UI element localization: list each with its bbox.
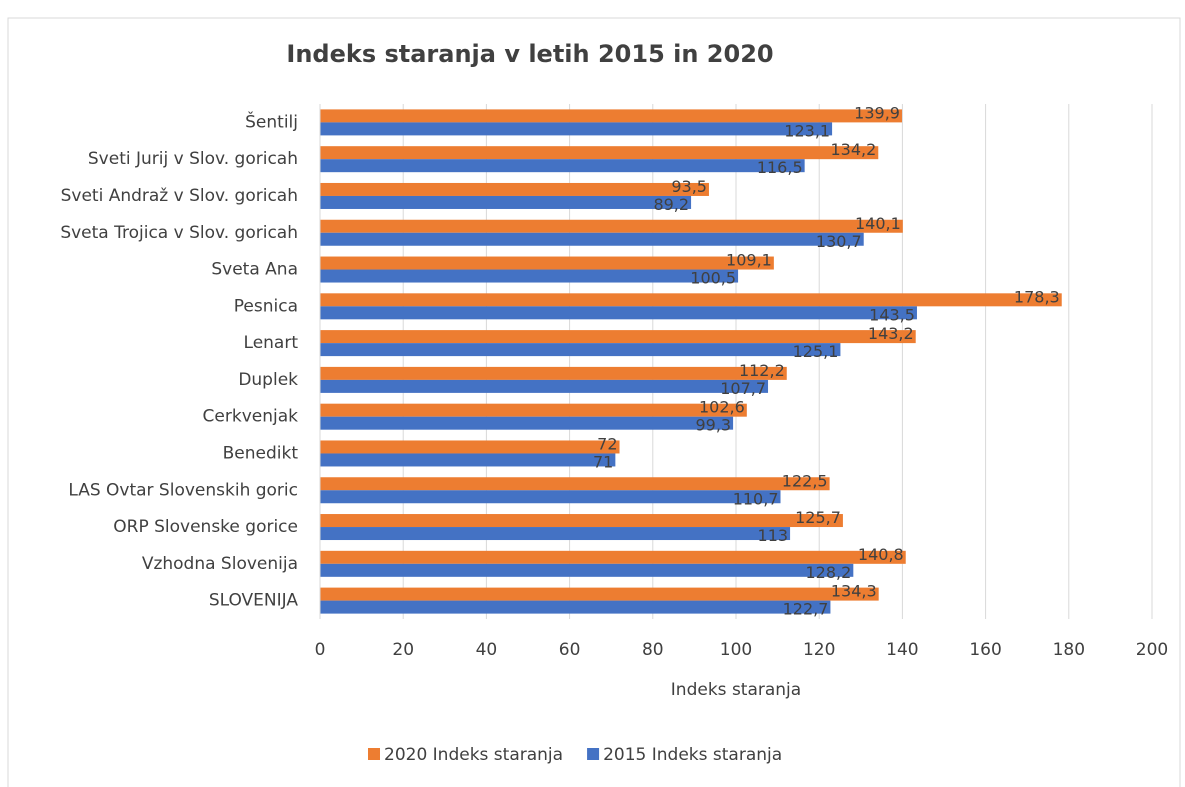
bar xyxy=(320,440,620,454)
x-tick-label: 40 xyxy=(476,640,498,660)
y-tick-label: Benedikt xyxy=(223,443,299,463)
data-label: 113 xyxy=(758,526,789,545)
bar xyxy=(320,269,739,283)
bar xyxy=(320,182,709,196)
y-tick-label: Sveti Andraž v Slov. goricah xyxy=(61,186,298,206)
data-label: 123,1 xyxy=(784,121,830,140)
y-tick-label: Lenart xyxy=(244,333,299,353)
data-label: 134,2 xyxy=(830,140,876,159)
data-label: 93,5 xyxy=(671,177,707,196)
bar xyxy=(320,600,831,614)
data-label: 116,5 xyxy=(757,158,803,177)
bar xyxy=(320,416,734,430)
x-tick-label: 20 xyxy=(392,640,414,660)
data-label: 143,5 xyxy=(869,305,915,324)
y-tick-label: Duplek xyxy=(238,370,298,390)
data-label: 72 xyxy=(597,434,617,453)
x-tick-label: 180 xyxy=(1053,640,1085,660)
data-label: 128,2 xyxy=(805,563,851,582)
bar xyxy=(320,159,805,173)
bar xyxy=(320,195,692,209)
data-label: 109,1 xyxy=(726,251,772,270)
bar xyxy=(320,293,1062,307)
data-label: 125,1 xyxy=(793,342,839,361)
y-tick-label: Sveta Ana xyxy=(211,260,298,280)
data-label: 125,7 xyxy=(795,508,841,527)
bar xyxy=(320,232,864,246)
data-label: 122,5 xyxy=(782,471,828,490)
bar xyxy=(320,306,917,320)
bar xyxy=(320,379,769,393)
bar xyxy=(320,366,787,380)
bar xyxy=(320,343,841,357)
data-label: 100,5 xyxy=(690,269,736,288)
x-tick-label: 0 xyxy=(315,640,326,660)
y-tick-label: Vzhodna Slovenija xyxy=(142,554,298,574)
data-label: 110,7 xyxy=(733,489,779,508)
bar xyxy=(320,256,774,270)
data-label: 107,7 xyxy=(720,379,766,398)
x-tick-label: 140 xyxy=(886,640,918,660)
legend-label: 2015 Indeks staranja xyxy=(603,745,782,765)
x-axis-title: Indeks staranja xyxy=(671,680,801,700)
bar xyxy=(320,550,906,564)
bar xyxy=(320,403,747,417)
data-label: 122,7 xyxy=(783,600,829,619)
y-tick-label: Sveti Jurij v Slov. goricah xyxy=(88,149,298,169)
bar xyxy=(320,330,916,344)
data-label: 89,2 xyxy=(653,195,689,214)
legend-label: 2020 Indeks staranja xyxy=(384,745,563,765)
data-label: 112,2 xyxy=(739,361,785,380)
legend-swatch xyxy=(587,748,600,760)
data-label: 71 xyxy=(593,452,613,471)
bar xyxy=(320,477,830,491)
bar xyxy=(320,490,781,504)
bar xyxy=(320,514,843,528)
data-label: 140,1 xyxy=(855,214,901,233)
x-tick-label: 100 xyxy=(720,640,752,660)
data-label: 134,3 xyxy=(831,582,877,601)
data-label: 130,7 xyxy=(816,232,862,251)
data-label: 143,2 xyxy=(868,324,914,343)
bar xyxy=(320,527,791,541)
legend-swatch xyxy=(368,748,380,760)
data-label: 102,6 xyxy=(699,398,745,417)
chart-title: Indeks staranja v letih 2015 in 2020 xyxy=(286,40,773,68)
bar xyxy=(320,587,879,601)
chart-frame xyxy=(7,17,1181,787)
bar xyxy=(320,146,879,160)
y-tick-label: Cerkvenjak xyxy=(203,407,299,427)
x-tick-label: 160 xyxy=(969,640,1001,660)
bar xyxy=(320,219,903,233)
bar xyxy=(320,563,854,577)
data-label: 140,8 xyxy=(858,545,904,564)
data-label: 178,3 xyxy=(1014,287,1060,306)
x-tick-label: 60 xyxy=(559,640,581,660)
x-tick-label: 80 xyxy=(642,640,664,660)
y-tick-label: SLOVENIJA xyxy=(209,591,299,611)
y-tick-label: LAS Ovtar Slovenskih goric xyxy=(68,480,298,500)
data-label: 99,3 xyxy=(695,416,731,435)
x-tick-label: 120 xyxy=(803,640,835,660)
x-tick-label: 200 xyxy=(1136,640,1168,660)
data-label: 139,9 xyxy=(854,103,900,122)
bar xyxy=(320,453,616,467)
y-tick-label: Pesnica xyxy=(234,296,298,316)
y-tick-label: Sveta Trojica v Slov. goricah xyxy=(60,223,298,243)
y-tick-label: Šentilj xyxy=(245,110,298,132)
y-tick-label: ORP Slovenske gorice xyxy=(113,517,298,537)
bar xyxy=(320,122,833,136)
bar xyxy=(320,109,902,123)
